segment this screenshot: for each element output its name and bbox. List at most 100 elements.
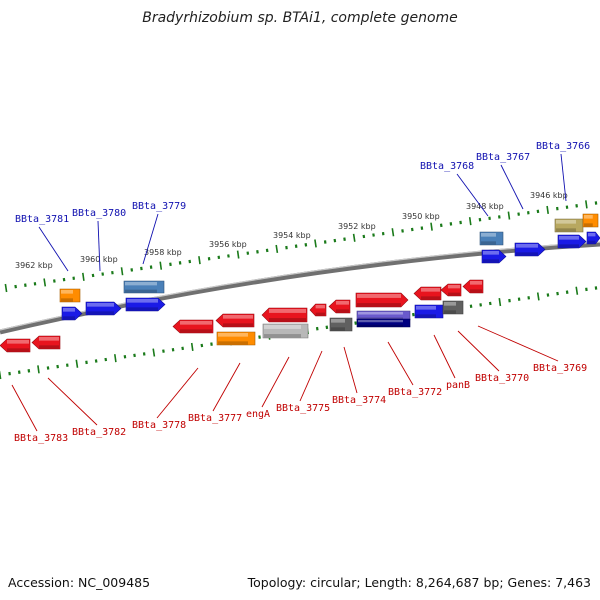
gene-feature[interactable]	[85, 301, 122, 316]
leader-line	[456, 173, 489, 217]
gene-features	[0, 213, 600, 353]
minor-tick	[536, 209, 540, 214]
gene-label-bbta_3780[interactable]: BBta_3780	[72, 208, 126, 219]
minor-tick	[410, 227, 414, 232]
minor-tick	[181, 346, 184, 351]
gene-feature[interactable]	[554, 218, 584, 233]
leader-line	[560, 153, 567, 202]
accession-text: Accession: NC_009485	[8, 575, 151, 590]
minor-tick	[372, 233, 375, 237]
gene-feature[interactable]	[329, 317, 353, 332]
minor-tick	[343, 237, 346, 241]
major-tick	[536, 292, 540, 301]
gene-feature[interactable]	[557, 234, 587, 249]
gene-feature[interactable]	[31, 335, 61, 350]
minor-tick	[478, 217, 482, 222]
major-tick	[391, 228, 395, 237]
minor-tick	[546, 293, 550, 297]
minor-tick	[401, 229, 404, 233]
gene-label-bbta_3768[interactable]: BBta_3768	[420, 161, 474, 172]
gene-label-bbta_3766[interactable]: BBta_3766	[536, 141, 590, 152]
minor-tick	[56, 364, 59, 369]
gene-label-bbta_3770[interactable]: BBta_3770	[475, 373, 529, 384]
gene-label-enga[interactable]: engA	[246, 409, 270, 420]
major-tick	[430, 222, 433, 231]
leader-line	[38, 226, 69, 272]
leader-line	[500, 164, 524, 210]
major-tick	[575, 286, 579, 295]
minor-tick	[91, 273, 95, 278]
gene-feature[interactable]	[413, 286, 442, 301]
leader-line	[11, 384, 38, 432]
minor-tick	[412, 312, 415, 317]
gene-feature[interactable]	[355, 292, 409, 308]
minor-tick	[188, 259, 192, 264]
minor-tick	[200, 343, 204, 348]
tick-label: 3958 kbp	[144, 248, 182, 257]
gene-label-bbta_3772[interactable]: BBta_3772	[388, 387, 442, 398]
gene-label-bbta_3774[interactable]: BBta_3774	[332, 395, 386, 406]
gene-feature[interactable]	[216, 331, 256, 346]
gene-feature[interactable]	[309, 303, 327, 317]
leader-line	[343, 346, 358, 394]
major-tick	[43, 278, 47, 287]
gene-feature[interactable]	[462, 279, 484, 294]
gene-label-bbta_3767[interactable]: BBta_3767	[476, 152, 530, 163]
gene-feature[interactable]	[414, 304, 444, 319]
leader-line	[457, 330, 500, 372]
gene-feature[interactable]	[125, 297, 166, 312]
minor-tick	[354, 321, 357, 325]
gene-feature[interactable]	[215, 313, 255, 328]
gene-label-bbta_3777[interactable]: BBta_3777	[188, 413, 242, 424]
gene-label-bbta_3775[interactable]: BBta_3775	[276, 403, 330, 414]
major-tick	[190, 342, 194, 352]
gene-feature[interactable]	[582, 213, 599, 228]
major-tick	[152, 348, 156, 357]
tick-label: 3948 kbp	[466, 202, 504, 211]
minor-tick	[479, 303, 482, 307]
major-tick	[120, 267, 124, 276]
minor-tick	[439, 223, 443, 228]
leader-line	[387, 341, 414, 386]
gene-label-bbta_3781[interactable]: BBta_3781	[15, 214, 69, 225]
gene-label-bbta_3778[interactable]: BBta_3778	[132, 420, 186, 431]
gene-feature[interactable]	[481, 249, 507, 264]
gene-label-bbta_3783[interactable]: BBta_3783	[14, 433, 68, 444]
major-tick	[0, 370, 2, 380]
gene-label-bbta_3782[interactable]: BBta_3782	[72, 427, 126, 438]
tick-label: 3950 kbp	[402, 212, 440, 221]
gene-feature[interactable]	[586, 231, 600, 245]
gene-feature[interactable]	[261, 307, 308, 323]
major-tick	[507, 211, 511, 220]
leader-line	[212, 362, 241, 412]
minor-tick	[104, 357, 108, 362]
major-tick	[236, 250, 240, 259]
minor-tick	[315, 326, 319, 331]
gene-feature[interactable]	[61, 306, 83, 321]
major-tick	[468, 217, 472, 226]
minor-tick	[362, 234, 366, 239]
gene-feature[interactable]	[440, 283, 462, 297]
minor-tick	[227, 254, 230, 258]
minor-tick	[169, 262, 172, 267]
gene-feature[interactable]	[479, 231, 504, 246]
minor-tick	[123, 355, 127, 359]
gene-feature[interactable]	[328, 299, 351, 314]
major-tick	[352, 233, 356, 242]
gene-feature[interactable]	[514, 242, 546, 257]
gene-feature[interactable]	[59, 288, 81, 303]
gene-feature[interactable]	[356, 318, 411, 328]
gene-feature[interactable]	[442, 300, 464, 315]
gene-label-bbta_3769[interactable]: BBta_3769	[533, 363, 587, 374]
tick-label: 3954 kbp	[273, 231, 311, 240]
gene-label-panb[interactable]: panB	[446, 380, 470, 391]
gene-label-bbta_3779[interactable]: BBta_3779	[132, 201, 186, 212]
minor-tick	[258, 335, 261, 339]
gene-feature[interactable]	[0, 338, 31, 353]
gene-feature[interactable]	[356, 310, 411, 321]
gene-feature[interactable]	[172, 319, 214, 334]
leader-line	[477, 325, 559, 362]
gene-feature[interactable]	[262, 323, 309, 339]
gene-feature[interactable]	[123, 280, 165, 294]
